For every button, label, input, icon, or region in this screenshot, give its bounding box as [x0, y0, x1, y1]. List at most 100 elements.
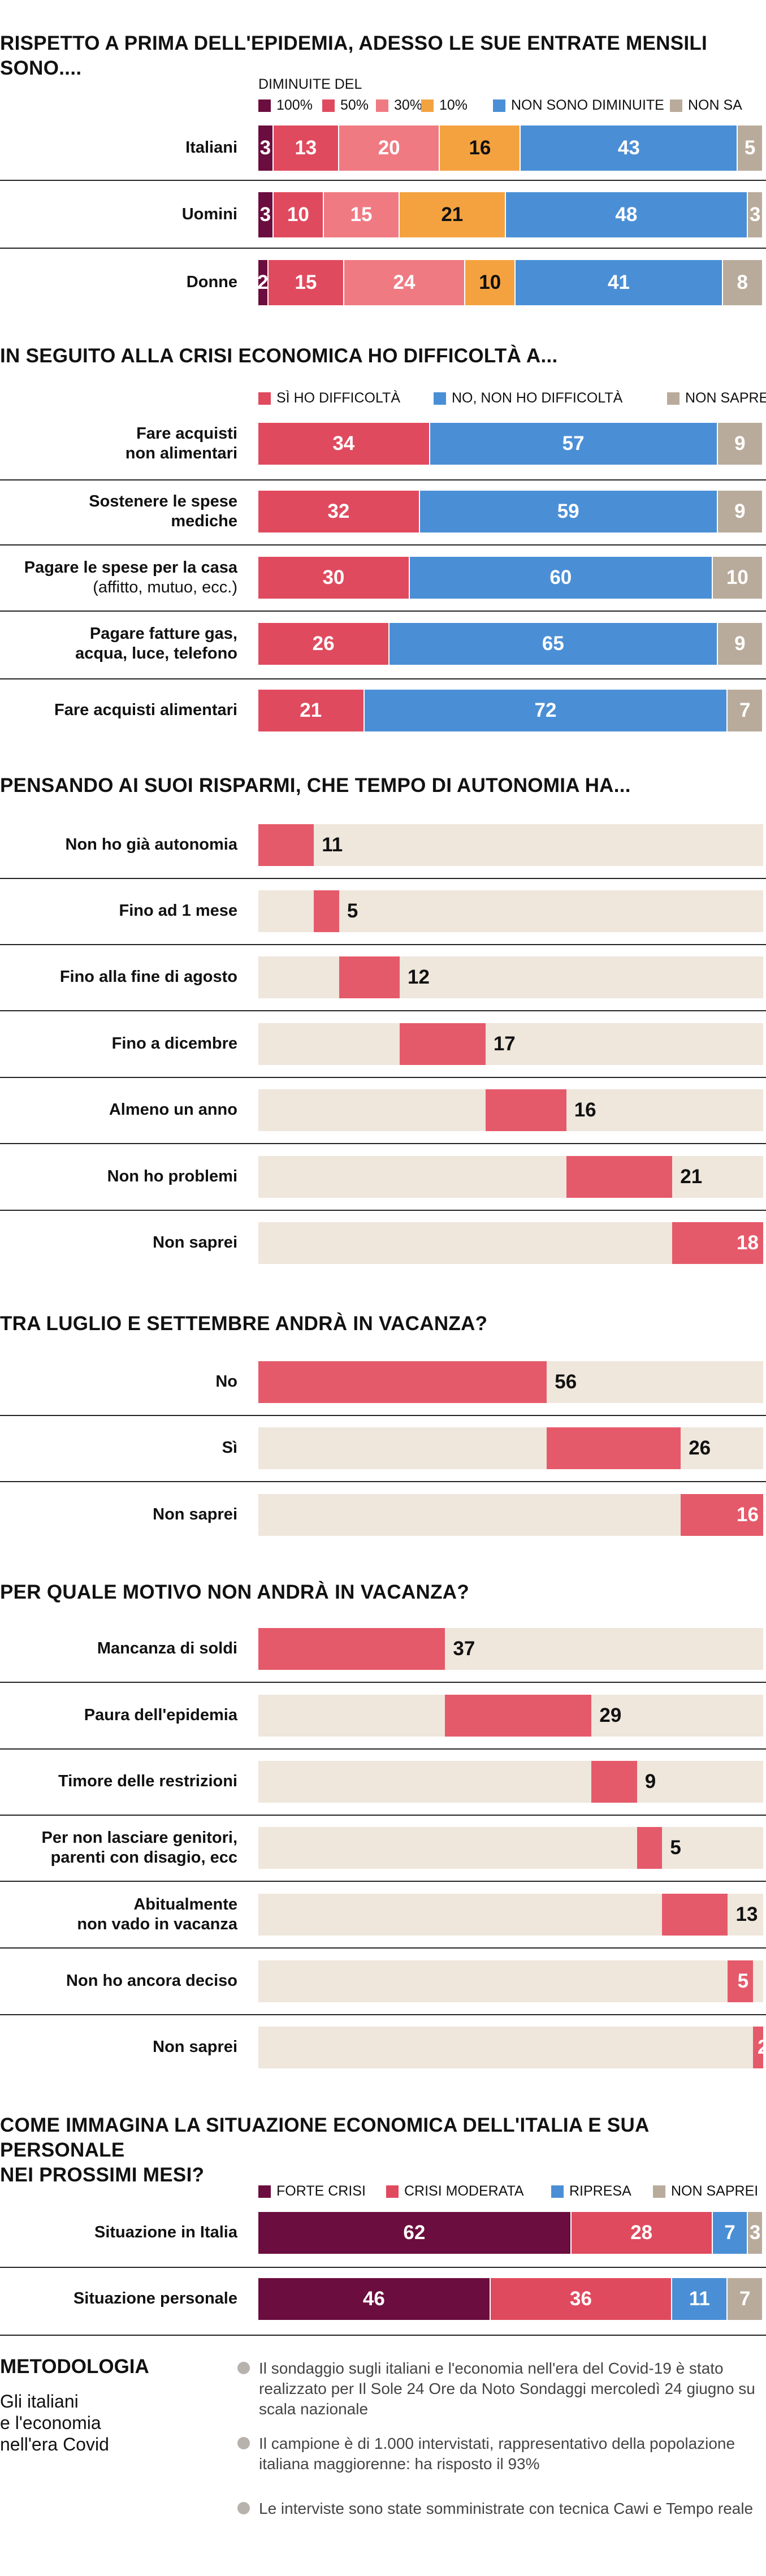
bar-fill: [314, 890, 339, 932]
row-label-line1: Mancanza di soldi: [97, 1639, 237, 1657]
legend-swatch: [386, 2185, 399, 2198]
methodology-note: Il campione è di 1.000 intervistati, rap…: [259, 2435, 735, 2473]
legend-swatch: [551, 2185, 564, 2198]
bar-fill: [566, 1156, 673, 1198]
data-label: 9: [734, 500, 746, 522]
row-divider: [0, 479, 766, 480]
row-label: Sostenere le spese mediche: [0, 492, 237, 531]
bar-segment: 28: [571, 2212, 713, 2254]
bar-segment: 20: [339, 125, 440, 171]
bar-segment: 24: [344, 260, 466, 305]
legend-item: SÌ HO DIFFICOLTÀ: [258, 390, 400, 406]
row-label-text: Fino a dicembre: [111, 1034, 237, 1053]
row-label-line1: Sostenere le spese: [89, 492, 237, 510]
data-label: 48: [615, 204, 638, 226]
legend-swatch: [493, 99, 505, 112]
row-divider: [0, 1210, 766, 1211]
bar-segment: 8: [722, 260, 763, 305]
data-label: 62: [403, 2222, 426, 2244]
bar-segment: 10: [273, 192, 324, 237]
data-label: 13: [735, 1903, 758, 1925]
legend-item: 30%: [376, 97, 422, 114]
bar-segment: 3: [258, 125, 274, 171]
bar-track: [258, 1023, 763, 1065]
row-label: Uomini: [0, 205, 237, 224]
legend-item: RIPRESA: [551, 2183, 631, 2200]
row-divider: [0, 1815, 766, 1816]
data-label: 3: [749, 204, 761, 226]
legend-swatch: [322, 99, 335, 112]
data-label: 5: [737, 1970, 749, 1992]
data-label: 7: [724, 2222, 735, 2244]
row-label-line1: Pagare fatture gas,: [89, 625, 237, 643]
bar-segment: 72: [364, 690, 728, 731]
row-label: Fare acquisti non alimentari: [0, 424, 237, 464]
bar-fill: [681, 1494, 763, 1536]
row-label-line1: Fare acquisti alimentari: [54, 701, 237, 719]
data-label: 34: [332, 432, 355, 454]
methodology-subtitle: Gli italiani: [0, 2391, 79, 2412]
row-label: Sì: [0, 1438, 237, 1458]
bar-segment: 9: [717, 491, 763, 532]
row-label: Fino ad 1 mese: [0, 901, 237, 921]
row-divider: [0, 544, 766, 545]
row-label: Non saprei: [0, 1233, 237, 1253]
data-label: 7: [739, 2288, 751, 2310]
data-label: 57: [562, 432, 585, 454]
legend-label: FORTE CRISI: [276, 2183, 366, 2199]
bar-track: [258, 2027, 763, 2068]
bar-track: [258, 1494, 763, 1536]
row-label-line1: Paura dell'epidemia: [84, 1706, 237, 1724]
bar-fill: [637, 1827, 663, 1869]
bar-fill: [258, 1361, 547, 1403]
row-label-text: Non saprei: [153, 1233, 237, 1252]
row-label-line1: Abitualmente: [133, 1895, 237, 1913]
data-label: 43: [617, 137, 640, 159]
legend-swatch: [653, 2185, 665, 2198]
bar-segment: 41: [516, 260, 723, 305]
legend-swatch: [670, 99, 682, 112]
bar-track: [258, 890, 763, 932]
section-title: TRA LUGLIO E SETTEMBRE ANDRÀ IN VACANZA?: [0, 1313, 488, 1335]
bar-segment: 2: [258, 260, 269, 305]
data-label: 16: [574, 1099, 596, 1121]
bar-segment: 9: [717, 423, 763, 465]
legend-item: FORTE CRISI: [258, 2183, 366, 2200]
bar-segment: 46: [258, 2278, 491, 2320]
legend-item: 50%: [322, 97, 369, 114]
methodology-title: METODOLOGIA: [0, 2356, 149, 2378]
bar-track: [258, 1156, 763, 1198]
row-label: Situazione in Italia: [0, 2223, 237, 2242]
row-label: Fare acquisti alimentari: [0, 700, 237, 720]
data-label: 56: [555, 1371, 577, 1393]
bullet-icon: [237, 2502, 250, 2514]
data-label: 59: [557, 500, 579, 522]
bullet-icon: [237, 2362, 250, 2374]
section-title: PER QUALE MOTIVO NON ANDRÀ IN VACANZA?: [0, 1581, 470, 1603]
data-label: 37: [453, 1638, 475, 1660]
methodology-note: Il sondaggio sugli italiani e l'economia…: [259, 2359, 755, 2418]
data-label: 10: [726, 566, 748, 588]
section-title: RISPETTO A PRIMA DELL'EPIDEMIA, ADESSO L…: [0, 32, 708, 79]
legend-swatch: [667, 392, 680, 405]
data-label: 11: [689, 2288, 710, 2310]
row-label-text: Situazione personale: [73, 2289, 237, 2307]
row-label-line2: mediche: [171, 512, 237, 530]
row-label: Italiani: [0, 138, 237, 158]
data-label: 21: [441, 204, 464, 226]
methodology-subtitle: e l'economia: [0, 2413, 101, 2433]
bar-segment: 43: [521, 125, 738, 171]
row-label-line1: Non ho ancora deciso: [66, 1972, 237, 1990]
data-label: 7: [739, 699, 751, 721]
data-label: 9: [734, 633, 746, 655]
data-label: 21: [300, 699, 322, 721]
data-label: 18: [737, 1232, 759, 1254]
row-label-line2: non vado in vacanza: [77, 1915, 237, 1933]
row-divider: [0, 1010, 766, 1011]
row-label: Fino alla fine di agosto: [0, 967, 237, 987]
row-label: Mancanza di soldi: [0, 1639, 237, 1659]
row-label-line1: Timore delle restrizioni: [58, 1772, 237, 1790]
data-label: 26: [312, 633, 335, 655]
data-label: 10: [479, 271, 501, 293]
row-label: Fino a dicembre: [0, 1034, 237, 1054]
